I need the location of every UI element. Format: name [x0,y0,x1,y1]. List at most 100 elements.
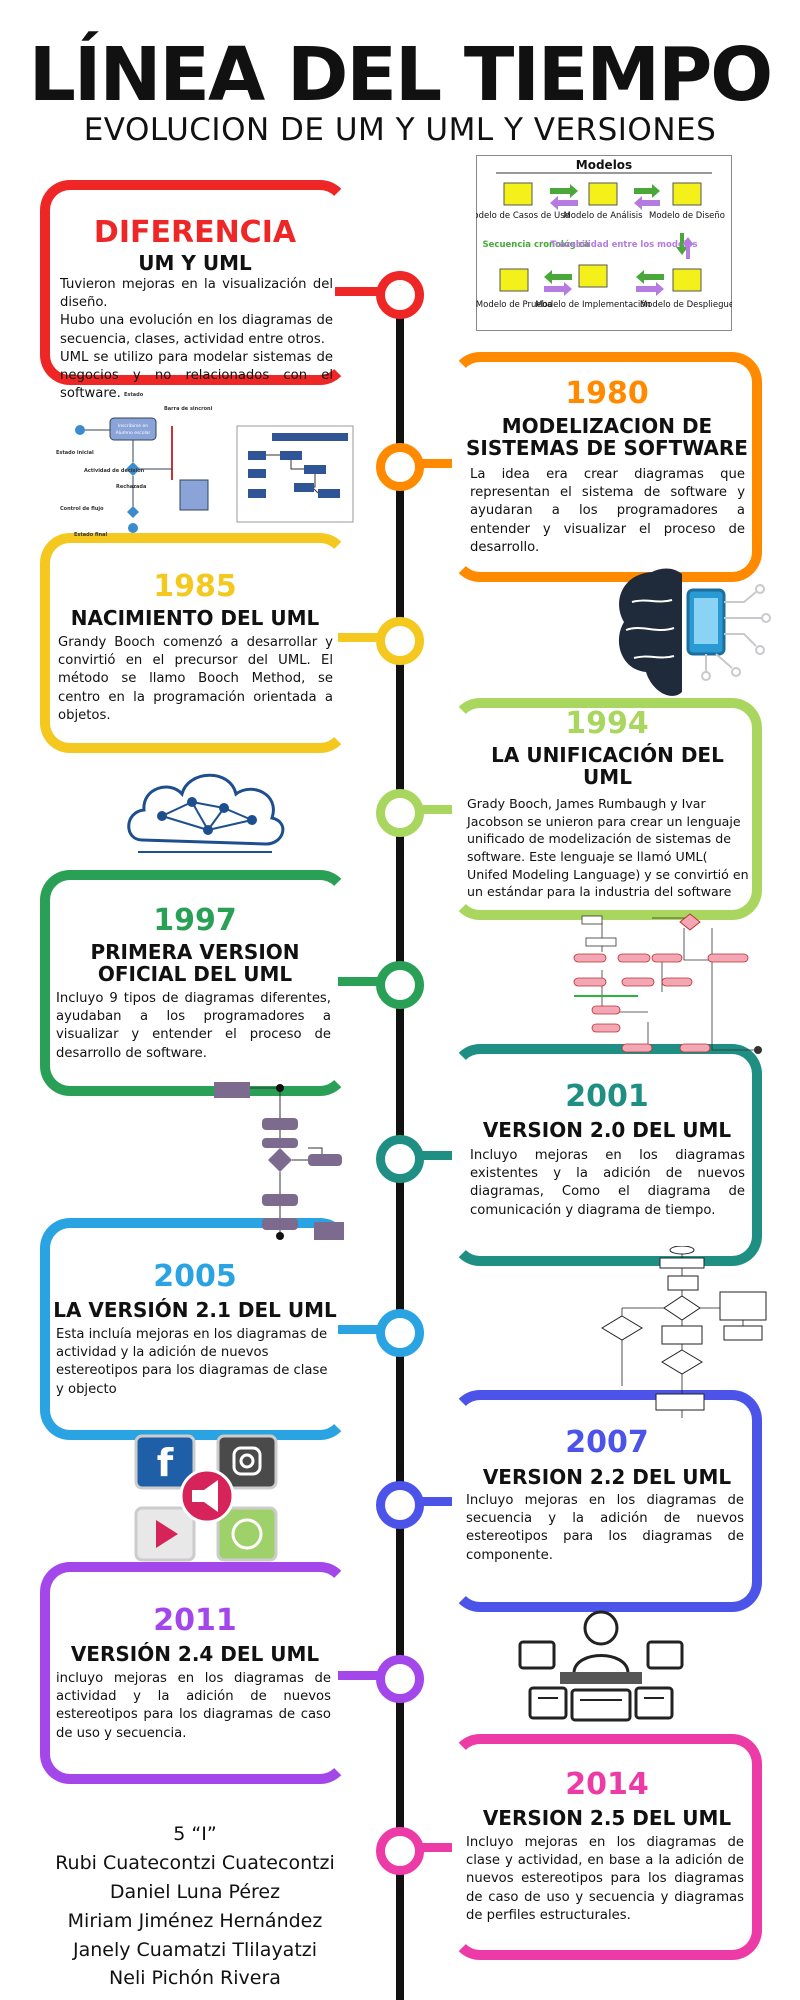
svg-text:Actividad de decisión: Actividad de decisión [84,467,145,474]
timeline-node-2011 [376,1655,424,1703]
credit-name: Neli Pichón Rivera [109,1967,281,1990]
svg-text:Estado inicial: Estado inicial [56,450,94,456]
models-box-label: Modelo de Diseño [649,211,725,221]
event-title: VERSION 2.5 DEL UML [482,1806,732,1830]
event-text: Tuvieron mejoras en la visualización del… [60,277,333,402]
megaphone-icon [192,1480,218,1512]
event-text: Incluyo 9 tipos de diagramas diferentes,… [56,991,331,1061]
event-title: VERSIÓN 2.4 DEL UML [70,1642,320,1666]
credit-name: Janely Cuamatzi Tlilayatzi [72,1938,318,1961]
connector-1980 [404,459,452,468]
models-box-label: Modelo de Casos de Uso [476,211,570,221]
timeline-node-1985 [376,617,424,665]
instagram-icon [232,1446,262,1476]
event-text: Incluyo mejoras en los diagramas existen… [470,1148,745,1218]
event-year: 2001 [565,1079,649,1114]
models-diagram: Modelos Modelo de Casos de Uso Modelo de… [476,155,732,331]
page-subtitle: EVOLUCION DE UM Y UML Y VERSIONES [83,112,717,148]
timeline-node-1980 [376,443,424,491]
credits-group: 5 “I” [173,1823,217,1845]
timeline-node-2007 [376,1481,424,1529]
event-card-1997 [40,870,350,1096]
event-year: 2005 [153,1259,237,1294]
event-text: Incluyo mejoras en los diagramas de clas… [466,1835,744,1923]
models-legend-sequence: Secuencia cronológica [483,239,590,250]
event-card-1994 [450,698,762,920]
credit-name: Rubi Cuatecontzi Cuatecontzi [55,1851,335,1874]
event-year: 1997 [153,903,237,938]
event-card-2011 [40,1562,350,1784]
event-text: Grandy Booch comenzó a desarrollar y con… [58,635,333,723]
connector-1985 [338,633,398,642]
flowchart-illustration [600,1246,770,1422]
event-card-1980 [450,352,762,582]
svg-text:Control de flujo: Control de flujo [60,506,104,512]
svg-text:Estado: Estado [124,392,144,398]
event-year: 1985 [153,569,237,604]
models-box-label: Modelo de Implementación [535,299,651,310]
connector-2005 [338,1325,398,1334]
social-media-illustration: f [132,1434,282,1564]
brain-phone-illustration [612,562,772,712]
models-box-label: Modelo de Análisis [563,211,643,221]
event-text: Esta incluía mejoras en los diagramas de… [56,1327,328,1397]
event-title: LA VERSIÓN 2.1 DEL UML [53,1298,337,1322]
whatsapp-icon [231,1518,263,1550]
models-title: Modelos [576,158,632,172]
connector-1994 [404,805,452,814]
timeline-node-1994 [376,789,424,837]
timeline-node-1997 [376,961,424,1009]
models-box-label: Modelo de Despliegue [640,300,732,310]
event-text: Incluyo mejoras en los diagramas de secu… [466,1493,744,1563]
event-text: La idea era crear diagramas que represen… [470,467,745,555]
event-text: Grady Booch, James Rumbaugh y Ivar Jacob… [467,796,749,900]
connector-2011 [338,1671,398,1680]
event-year: 2007 [565,1425,649,1460]
svg-text:Inscribirse en: Inscribirse en [118,423,148,429]
event-card-2014 [450,1734,762,1960]
event-year: 2011 [153,1603,237,1638]
facebook-icon: f [157,1441,174,1485]
event-year: 1980 [565,376,649,411]
youtube-icon [156,1520,178,1548]
event-card-2005 [40,1218,350,1440]
flow-diagram-thumbnail [236,425,354,523]
event-title: VERSION 2.0 DEL UML [482,1118,732,1142]
event-card-2007 [450,1390,762,1612]
connector-1997 [338,977,398,986]
event-title: MODELIZACION DE SISTEMAS DE SOFTWARE [466,414,748,461]
person-icon [583,1610,619,1646]
state-diagram-illustration: Estado Inscribirse en Alumno escolar Bar… [52,390,212,540]
event-year: 2014 [565,1767,649,1802]
event-title: LA UNIFICACIÓN DEL UML [491,743,724,790]
event-title: UM Y UML [138,251,252,275]
event-year: 1994 [565,706,649,741]
activity-diagram-purple [210,1078,350,1244]
svg-text:Barra de sincronización: Barra de sincronización [164,405,212,412]
timeline-node-2014 [376,1827,424,1875]
timeline-node-2005 [376,1309,424,1357]
event-title: VERSION 2.2 DEL UML [482,1465,732,1489]
activity-diagram-pink [562,912,768,1060]
event-card-1985 [40,533,350,753]
connector-2007 [404,1497,452,1506]
event-title: PRIMERA VERSION OFICIAL DEL UML [90,940,300,987]
timeline-node-2001 [376,1135,424,1183]
svg-text:Estado final: Estado final [74,532,108,538]
timeline-node-diferencia [376,271,424,319]
credit-name: Miriam Jiménez Hernández [67,1909,323,1932]
cloud-network-icon [122,760,290,860]
event-card-2001 [450,1044,762,1266]
event-card-diferencia [40,180,350,385]
svg-text:Alumno escolar: Alumno escolar [116,430,151,436]
models-legend-trace: Trazabilidad entre los modelos [550,240,697,250]
credit-name: Daniel Luna Pérez [109,1880,281,1903]
event-text: incluyo mejoras en los diagramas de acti… [56,1671,331,1741]
connector-2001 [404,1151,452,1160]
connector-diferencia [335,287,397,296]
event-title: NACIMIENTO DEL UML [70,606,320,630]
svg-text:Rechazada: Rechazada [116,484,146,490]
credits: 5 “I” Rubi Cuatecontzi Cuatecontzi Danie… [40,1820,350,1993]
page-title: LÍNEA DEL TIEMPO [28,32,773,118]
models-box-label: Modelo de Prueba [476,300,552,310]
